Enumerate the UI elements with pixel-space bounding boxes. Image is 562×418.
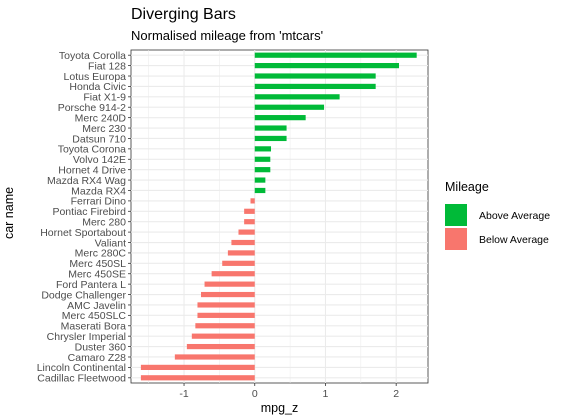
y-tick-label: Duster 360 xyxy=(75,341,127,353)
bar xyxy=(254,115,306,121)
bar xyxy=(254,167,271,173)
bar xyxy=(254,104,325,110)
legend-key xyxy=(445,228,467,250)
y-tick-label: Maserati Bora xyxy=(61,321,127,333)
bar xyxy=(140,364,255,370)
bar xyxy=(244,208,255,214)
y-tick-label: Merc 230 xyxy=(82,123,126,135)
y-tick-label: Merc 240D xyxy=(75,112,127,124)
y-tick-label: Merc 280C xyxy=(75,248,127,260)
y-tick-label: Hornet 4 Drive xyxy=(58,164,126,176)
x-tick-labels: -1 0 1 2 xyxy=(179,383,399,400)
bars xyxy=(140,52,417,381)
y-tick-label: Cadillac Fleetwood xyxy=(37,373,126,385)
bar xyxy=(191,333,255,339)
y-tick-label: Merc 280 xyxy=(82,217,126,229)
y-tick-label: Porsche 914-2 xyxy=(58,102,126,114)
legend-label: Above Average xyxy=(479,210,550,222)
chart-title: Diverging Bars xyxy=(131,6,236,23)
x-tick-label: 0 xyxy=(252,388,258,400)
y-tick-label: Pontiac Firebird xyxy=(52,206,126,218)
y-tick-label: Volvo 142E xyxy=(73,154,126,166)
y-tick-label: Lincoln Continental xyxy=(37,362,126,374)
y-tick-label: Toyota Corona xyxy=(58,144,126,156)
bar xyxy=(186,343,255,350)
y-tick-label: Camaro Z28 xyxy=(68,352,127,364)
y-tick-label: Valiant xyxy=(95,237,126,249)
legend-key xyxy=(445,204,467,226)
y-axis-title: car name xyxy=(2,187,16,239)
y-tick-label: Hornet Sportabout xyxy=(40,227,126,239)
y-tick-label: Toyota Corolla xyxy=(59,50,126,62)
bar xyxy=(195,323,255,329)
y-tick-label: Lotus Europa xyxy=(64,71,127,83)
bar xyxy=(244,219,255,225)
bar xyxy=(211,271,255,277)
bar xyxy=(222,260,255,266)
x-tick-label: -1 xyxy=(179,388,188,400)
y-tick-label: Merc 450SE xyxy=(68,269,126,281)
bar xyxy=(254,94,340,100)
bar xyxy=(197,312,255,318)
y-tick-label: Mazda RX4 Wag xyxy=(47,175,126,187)
bar xyxy=(254,135,287,142)
y-tick-label: Dodge Challenger xyxy=(41,289,126,301)
bar xyxy=(254,73,376,79)
y-tick-label: Merc 450SLC xyxy=(62,310,127,322)
bar xyxy=(227,250,255,256)
bar xyxy=(250,198,255,204)
legend-label: Below Average xyxy=(479,234,549,246)
chart-subtitle: Normalised mileage from 'mtcars' xyxy=(131,28,323,43)
legend-items: Above Average Below Average xyxy=(445,204,550,250)
y-tick-label: Mazda RX4 xyxy=(71,185,126,197)
y-tick-label: Chrysler Imperial xyxy=(47,331,126,343)
y-tick-label: Ford Pantera L xyxy=(56,279,126,291)
y-tick-label: Honda Civic xyxy=(69,81,126,93)
y-tick-label: Merc 450SL xyxy=(69,258,126,270)
y-tick-label: Fiat 128 xyxy=(88,60,126,72)
bar xyxy=(254,52,417,58)
bar xyxy=(254,83,376,90)
bar xyxy=(254,146,272,152)
bar xyxy=(238,229,255,235)
x-axis-title: mpg_z xyxy=(261,401,299,415)
plot-panel xyxy=(130,49,429,384)
x-tick-label: 2 xyxy=(393,388,399,400)
bar xyxy=(231,239,255,246)
y-tick-label: AMC Javelin xyxy=(67,300,126,312)
bar xyxy=(174,354,255,360)
bar xyxy=(254,187,266,194)
legend: Mileage Above Average Below Average xyxy=(445,180,550,250)
y-tick-label: Datsun 710 xyxy=(72,133,126,145)
x-tick-label: 1 xyxy=(323,388,329,400)
bar xyxy=(254,156,271,162)
legend-title: Mileage xyxy=(445,180,489,194)
bar xyxy=(254,125,287,131)
y-tick-label: Fiat X1-9 xyxy=(83,92,126,104)
bar xyxy=(140,375,255,381)
bar xyxy=(204,281,255,287)
bar xyxy=(201,291,255,298)
bar xyxy=(197,302,255,308)
bar xyxy=(254,177,266,183)
bar xyxy=(254,63,400,69)
y-tick-label: Ferrari Dino xyxy=(71,196,127,208)
